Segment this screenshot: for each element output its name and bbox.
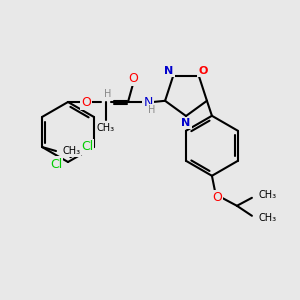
Text: O: O [128,71,138,85]
Text: O: O [81,95,91,109]
Text: Cl: Cl [50,158,62,170]
Text: N: N [164,65,174,76]
Text: N: N [143,95,153,109]
Text: CH₃: CH₃ [259,213,277,223]
Text: N: N [182,118,190,128]
Text: CH₃: CH₃ [97,123,115,133]
Text: O: O [198,65,208,76]
Text: H: H [104,89,112,99]
Text: CH₃: CH₃ [62,146,80,156]
Text: O: O [212,191,222,204]
Text: Cl: Cl [81,140,93,154]
Text: H: H [148,105,156,115]
Text: CH₃: CH₃ [259,190,277,200]
